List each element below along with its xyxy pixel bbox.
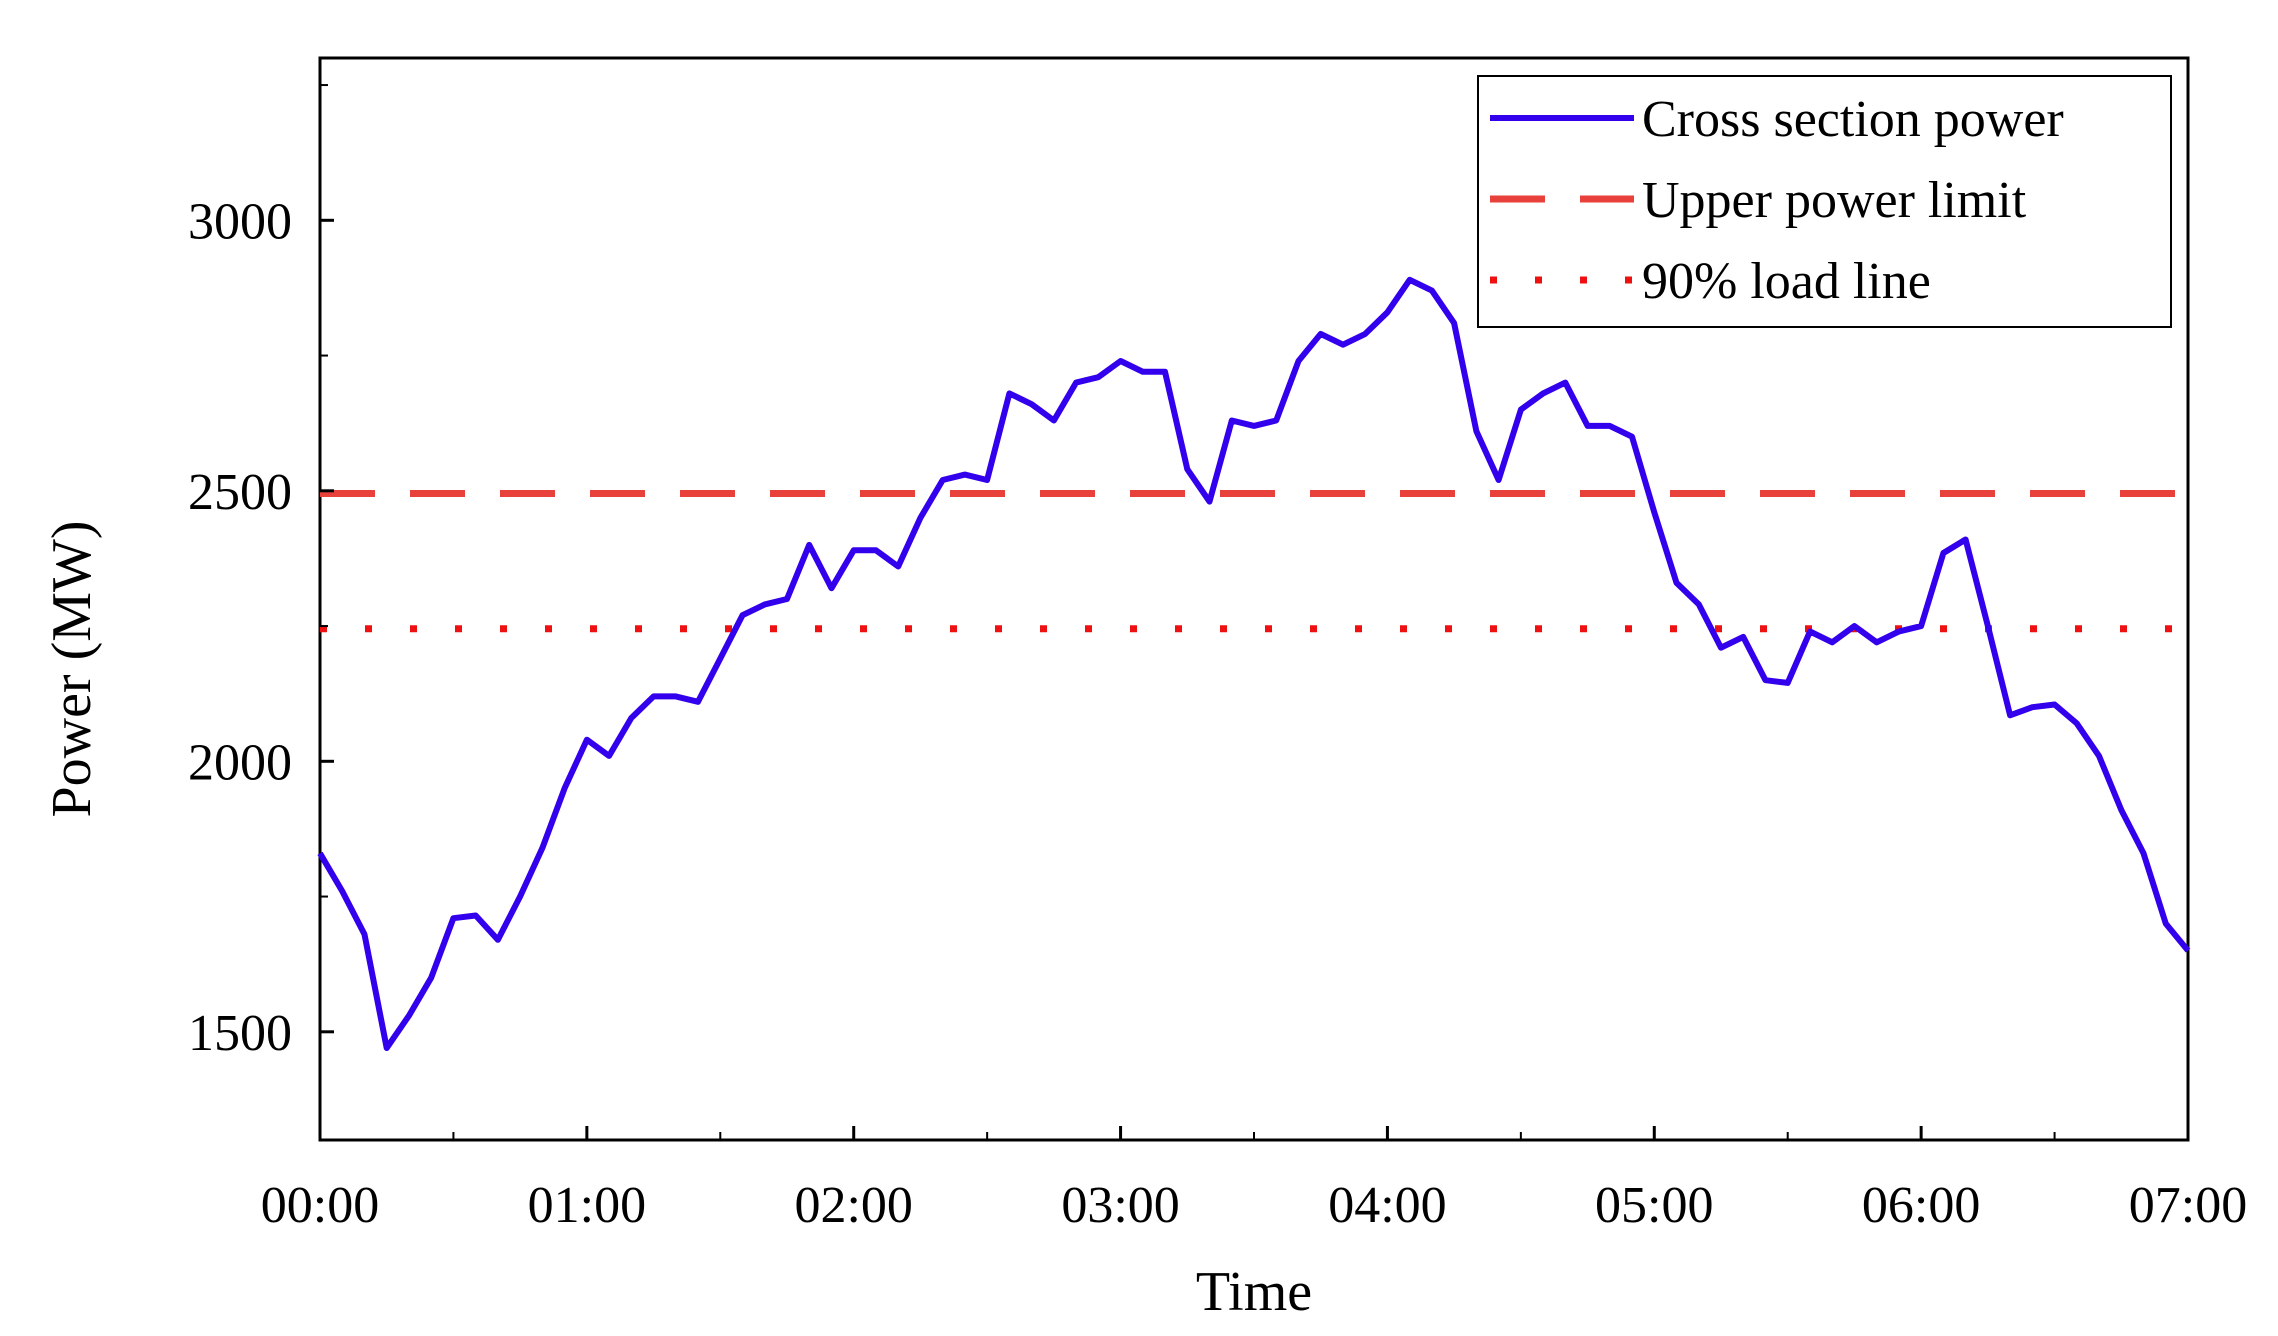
- legend-label-2: Upper power limit: [1642, 172, 2027, 229]
- x-tick-label: 03:00: [1061, 1177, 1179, 1234]
- x-tick-label: 00:00: [261, 1177, 379, 1234]
- legend: Cross section power Upper power limit 90% …: [1477, 75, 2172, 328]
- y-tick-label: 1500: [188, 1005, 292, 1062]
- series-layer: [317, 276, 2191, 1051]
- x-tick-label: 02:00: [794, 1177, 912, 1234]
- x-tick-label: 07:00: [2129, 1177, 2247, 1234]
- series-line-1: [317, 276, 2191, 1051]
- legend-label-1: Cross section power: [1642, 91, 2064, 148]
- legend-label-3: 90% load line: [1642, 253, 1931, 310]
- x-tick-label: 01:00: [528, 1177, 646, 1234]
- y-axis: 1500 2000 2500 3000: [188, 84, 334, 1062]
- x-tick-label: 05:00: [1595, 1177, 1713, 1234]
- y-axis-label: Power (MW): [41, 520, 103, 817]
- y-tick-label: 2000: [188, 734, 292, 791]
- x-axis: 00:00 01:00 02:00 03:00 04:00 05:00 06:00 07:00: [261, 1126, 2247, 1234]
- x-axis-label: Time: [1196, 1261, 1312, 1323]
- x-tick-label: 04:00: [1328, 1177, 1446, 1234]
- y-tick-label: 3000: [188, 193, 292, 250]
- y-tick-label: 2500: [188, 464, 292, 521]
- x-tick-label: 06:00: [1862, 1177, 1980, 1234]
